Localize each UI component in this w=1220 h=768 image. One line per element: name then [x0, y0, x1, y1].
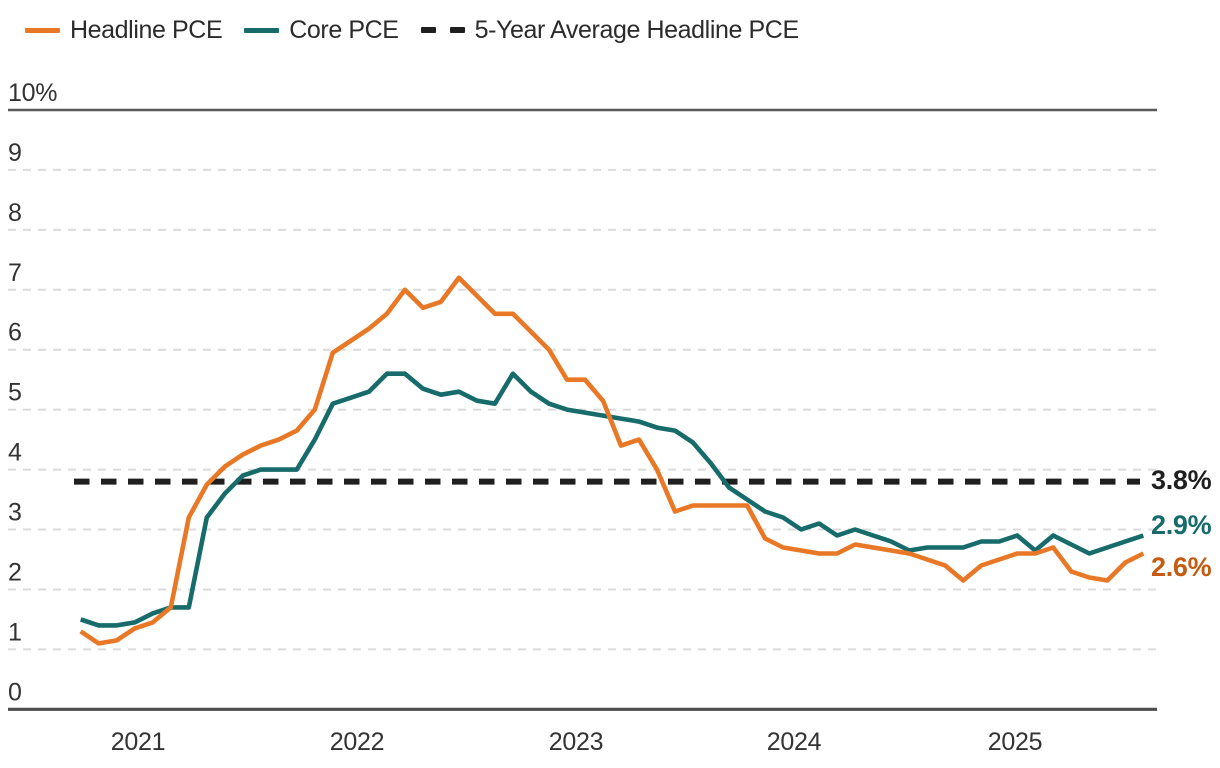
headline-pce-line [79, 275, 1145, 646]
y-axis-tick-label: 5 [8, 379, 22, 407]
dashed-line-swatch-icon [420, 27, 465, 33]
y-axis-tick-label: 2 [8, 558, 22, 586]
core-pce-end-value-label: 2.9% [1151, 510, 1212, 540]
y-axis-tick-label: 4 [8, 439, 22, 467]
headline-pce-line-swatch-icon [25, 27, 60, 33]
headline-pce-end-value-label: 2.6% [1151, 552, 1212, 582]
x-axis-tick-label: 2023 [549, 728, 603, 756]
legend-item-5yr-average: 5-Year Average Headline PCE [420, 15, 800, 44]
legend-label-headline-pce: Headline PCE [70, 15, 223, 44]
y-axis-tick-label: 0 [8, 678, 22, 706]
y-axis-tick-label: 9 [8, 139, 22, 167]
legend-item-core-pce: Core PCE [244, 15, 399, 44]
legend-label-core-pce: Core PCE [289, 15, 399, 44]
y-axis-tick-label: 8 [8, 199, 22, 227]
legend-label-5yr-average: 5-Year Average Headline PCE [474, 15, 800, 44]
x-axis-tick-label: 2021 [111, 728, 165, 756]
core-pce-line [79, 371, 1145, 628]
x-axis-tick-label: 2025 [988, 728, 1042, 756]
legend-item-headline-pce: Headline PCE [25, 15, 223, 44]
average-value-label: 3.8% [1151, 465, 1212, 495]
chart-legend: Headline PCE Core PCE 5-Year Average Hea… [25, 14, 821, 46]
y-axis-tick-label: 10% [8, 79, 57, 107]
y-axis-tick-label: 3 [8, 499, 22, 527]
y-axis-tick-label: 6 [8, 319, 22, 347]
y-axis-tick-label: 1 [8, 618, 22, 646]
x-axis-tick-label: 2022 [330, 728, 384, 756]
y-axis-tick-label: 7 [8, 259, 22, 287]
x-axis-tick-label: 2024 [767, 728, 822, 756]
core-pce-line-swatch-icon [244, 27, 280, 33]
